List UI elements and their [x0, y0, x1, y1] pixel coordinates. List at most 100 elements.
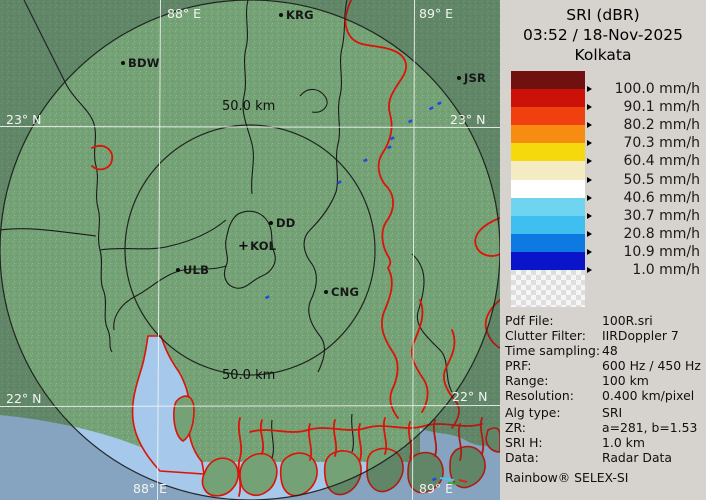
metadata-label: ZR:	[505, 420, 526, 436]
rain-echo	[265, 295, 270, 300]
legend-value-label: 10.9 mm/h	[623, 243, 701, 260]
legend-value-label: 20.8 mm/h	[623, 225, 701, 242]
metadata-label: Resolution:	[505, 387, 574, 403]
mixed-echo-streaks	[439, 477, 468, 485]
legend-tick-arrow-icon	[587, 158, 592, 165]
city-dot-icon	[176, 268, 180, 272]
city-dot-icon	[121, 61, 125, 65]
city-name: KRG	[286, 8, 314, 22]
metadata-label: Alg type:	[505, 405, 561, 421]
radar-map-canvas: 88° E 89° E 23° N 23° N 22° N 22° N 88° E 89° E…	[0, 0, 500, 500]
legend-entry: 1.0 mm/h	[587, 261, 705, 279]
legend-color-swatch	[511, 125, 585, 144]
coordinate-label: 22° N	[452, 389, 488, 404]
city-label-cng: CNG	[324, 285, 359, 299]
legend-entry: 20.8 mm/h	[587, 225, 705, 243]
legend-value-label: 60.4 mm/h	[623, 153, 701, 170]
metadata-row: Data: Radar Data	[505, 450, 704, 466]
legend-color-swatch	[511, 197, 585, 216]
outside-range-dim-overlay	[0, 0, 500, 500]
metadata-label: Time sampling:	[505, 342, 601, 358]
rain-echo	[390, 136, 395, 141]
metadata-value: a=281, b=1.53	[602, 420, 698, 436]
coordinate-label: 88° E	[167, 6, 202, 21]
product-title: SRI (dBR)	[566, 6, 640, 24]
coordinate-label: 88° E	[133, 481, 168, 496]
rain-echo	[337, 180, 342, 185]
legend-value-label: 70.3 mm/h	[623, 135, 701, 152]
legend-value-label: 90.1 mm/h	[623, 99, 701, 116]
rain-echo	[437, 101, 442, 106]
metadata-value: Radar Data	[602, 450, 673, 466]
city-label-jsr: JSR	[457, 71, 486, 85]
coordinate-label: 23° N	[450, 112, 486, 127]
coordinate-label: 89° E	[419, 6, 454, 21]
metadata-value: 48	[602, 342, 618, 358]
rainfall-legend: 100.0 mm/h 90.1 mm/h 80.2 mm/h 70.3 mm/h 60.…	[511, 71, 706, 316]
city-label-bdw: BDW	[121, 56, 160, 70]
delta-islands	[201, 427, 500, 497]
city-dot-icon	[324, 290, 328, 294]
legend-color-swatch	[511, 143, 585, 162]
metadata-value: SRI	[602, 405, 623, 421]
legend-value-label: 40.6 mm/h	[623, 189, 701, 206]
legend-value-label: 80.2 mm/h	[623, 117, 701, 134]
metadata-row: Resolution: 0.400 km/pixel	[505, 387, 704, 404]
city-name: BDW	[128, 56, 160, 70]
city-name: DD	[276, 216, 296, 230]
metadata-row: ZR: a=281, b=1.53	[505, 420, 704, 436]
legend-color-swatch	[511, 107, 585, 126]
metadata-label: Data:	[505, 450, 539, 466]
legend-tick-arrow-icon	[587, 212, 592, 219]
legend-color-swatch	[511, 215, 585, 234]
metadata-label: Clutter Filter:	[505, 327, 586, 343]
legend-color-bars	[511, 71, 585, 308]
estuary-river	[131, 335, 205, 475]
coordinate-label: 89° E	[419, 481, 454, 496]
legend-entry: 30.7 mm/h	[587, 207, 705, 225]
legend-value-label: 30.7 mm/h	[623, 207, 701, 224]
legend-color-swatch	[511, 161, 585, 180]
red-river-lines	[91, 0, 500, 497]
metadata-row: PRF: 600 Hz / 450 Hz	[505, 357, 704, 374]
city-label-dd: DD	[269, 216, 296, 230]
legend-entry: 10.9 mm/h	[587, 243, 705, 261]
legend-transparent-band	[511, 270, 585, 308]
coordinate-label: 23° N	[6, 112, 42, 127]
city-dot-icon	[269, 221, 273, 225]
radar-info-sidebar: SRI (dBR) 03:52 / 18-Nov-2025 Kolkata 10…	[500, 0, 706, 500]
city-name: JSR	[464, 71, 487, 85]
radar-site-cross-icon: +	[238, 239, 250, 254]
legend-entry: 80.2 mm/h	[587, 116, 705, 134]
metadata-label: SRI H:	[505, 435, 543, 451]
city-label-krg: KRG	[279, 8, 314, 22]
metadata-label: Pdf File:	[505, 313, 554, 328]
legend-entry: 60.4 mm/h	[587, 152, 705, 170]
legend-tick-arrow-icon	[587, 104, 592, 111]
land-area	[0, 0, 500, 500]
legend-entry: 40.6 mm/h	[587, 189, 705, 207]
metadata-row: Clutter Filter: IIRDoppler 7	[505, 327, 704, 344]
legend-value-labels: 100.0 mm/h 90.1 mm/h 80.2 mm/h 70.3 mm/h 60.…	[587, 80, 705, 279]
metadata-value: 600 Hz / 450 Hz	[602, 357, 701, 373]
legend-tick-arrow-icon	[587, 86, 592, 93]
legend-color-swatch	[511, 71, 585, 90]
metadata-value: 100R.sri	[602, 313, 653, 328]
legend-value-label: 1.0 mm/h	[632, 261, 700, 278]
metadata-row: SRI H: 1.0 km	[505, 435, 704, 451]
rain-echo	[431, 477, 437, 482]
scan-datetime: 03:52 / 18-Nov-2025	[523, 26, 683, 44]
rain-echoes	[265, 101, 442, 482]
scan-metadata: Pdf File: 100R.sri Clutter Filter: IIRDoppl…	[505, 313, 704, 486]
legend-color-swatch	[511, 233, 585, 252]
radar-map-graphic	[0, 0, 500, 500]
legend-value-label: 50.5 mm/h	[623, 171, 701, 188]
range-ring-label: 50.0 km	[222, 368, 276, 383]
legend-color-swatch	[511, 89, 585, 108]
rain-echo	[387, 145, 392, 150]
legend-entry: 50.5 mm/h	[587, 170, 705, 188]
station-name: Kolkata	[574, 46, 632, 64]
metadata-row: Alg type: SRI	[505, 406, 704, 421]
legend-tick-arrow-icon	[587, 230, 592, 237]
